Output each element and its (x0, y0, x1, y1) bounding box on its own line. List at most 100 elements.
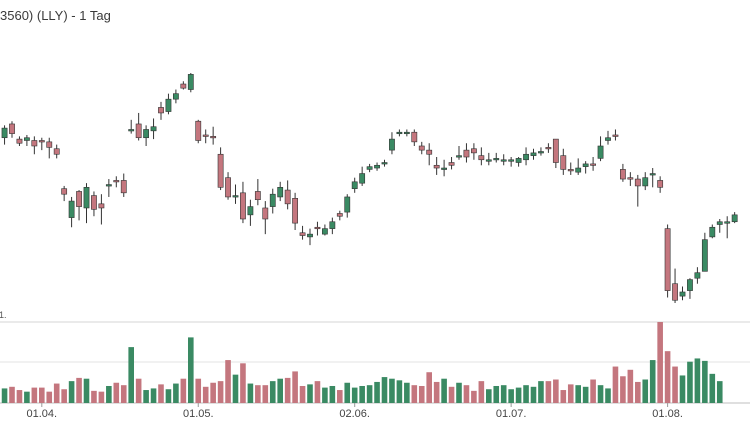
candle (344, 194, 351, 218)
volume-bar (441, 378, 447, 403)
volume-bar (314, 381, 321, 403)
volume-bar (657, 322, 663, 403)
candle-body-up (366, 166, 373, 170)
candle-body-up (1, 127, 8, 139)
volume-bar (255, 385, 261, 403)
volume-bar (597, 385, 604, 403)
candle (582, 161, 589, 174)
candle-body-down (61, 188, 68, 195)
candle (232, 184, 239, 204)
candle (731, 212, 738, 224)
candle (560, 148, 567, 175)
volume-bar (582, 386, 589, 403)
candle-body-up (508, 159, 515, 162)
volume-bar (433, 381, 440, 403)
candle-body-down (336, 213, 343, 217)
volume-bar (523, 385, 529, 403)
volume-bar (389, 378, 395, 403)
candle (38, 137, 45, 151)
candle (463, 143, 470, 163)
candle (411, 129, 418, 146)
volume-bar (344, 382, 351, 403)
candle (493, 152, 500, 163)
candle-body-down (180, 83, 187, 89)
candle-body-down (448, 162, 455, 166)
candle-body-down (225, 177, 231, 198)
candle (515, 157, 522, 167)
candles-layer (1, 73, 738, 303)
volume-bar (560, 390, 567, 403)
candle-body-down (202, 134, 209, 137)
volume-bar (39, 387, 45, 403)
x-tick-label: 02.06. (339, 408, 370, 420)
candle (46, 137, 53, 159)
candle-body-up (724, 221, 731, 224)
candle (53, 144, 60, 159)
candle-body-up (679, 291, 686, 297)
volume-bar (374, 381, 380, 403)
volume-bar (627, 369, 634, 403)
candle-body-down (210, 136, 217, 139)
candle-body-down (463, 149, 470, 158)
volume-bar (515, 387, 522, 403)
candle (307, 228, 313, 246)
volume-bar (225, 360, 231, 403)
candle (321, 224, 328, 236)
candle (418, 141, 425, 155)
price-panel-label: 1. (0, 310, 7, 320)
candle-body-up (493, 158, 500, 161)
candle (269, 188, 276, 214)
candle (173, 89, 179, 104)
candle-body-down (612, 134, 619, 137)
candle (277, 181, 284, 202)
volume-bar (188, 337, 194, 403)
candle (716, 218, 723, 233)
candle-body-down (76, 191, 82, 207)
candle (403, 129, 410, 137)
candle (76, 190, 82, 221)
candle-body-up (523, 153, 529, 161)
volume-bar (694, 358, 701, 403)
candle-body-down (98, 203, 105, 209)
candle-body-up (321, 228, 328, 235)
candle-body-down (254, 191, 261, 201)
volume-bar (158, 384, 164, 403)
volume-bar (530, 386, 537, 403)
candle (150, 118, 157, 140)
candle (31, 136, 38, 155)
volume-bar (426, 372, 432, 403)
candle (567, 162, 574, 175)
volume-bar (478, 381, 485, 403)
candle-body-up (515, 158, 522, 163)
volume-bar (337, 390, 343, 403)
candle-body-up (716, 221, 723, 225)
candle (225, 172, 231, 200)
candle (314, 221, 321, 236)
chart-title: 3560) (LLY) - 1 Tag (0, 8, 111, 23)
candle-body-down (299, 232, 306, 236)
candle (694, 267, 701, 284)
volume-bar (135, 378, 142, 403)
candle-body-down (627, 177, 634, 180)
candle-body-up (381, 162, 388, 165)
x-tick-label: 01.08. (652, 408, 683, 420)
volume-bar (649, 360, 656, 403)
volume-bar (500, 385, 507, 403)
candle-body-down (53, 148, 60, 155)
volume-bar (366, 385, 373, 403)
volume-bar (471, 390, 477, 403)
candle (9, 121, 15, 138)
volume-bar (351, 387, 358, 403)
candle-body-down (426, 149, 433, 155)
candle-body-down (158, 107, 164, 114)
candle-body-down (284, 189, 291, 205)
candle (195, 119, 202, 144)
x-tick-label: 01.07. (496, 408, 527, 420)
candle-body-up (23, 137, 30, 141)
candle-body-up (351, 181, 358, 189)
volume-bar (486, 389, 492, 403)
candle-body-up (173, 93, 179, 100)
candle-body-up (83, 187, 90, 209)
candle-body-up (649, 173, 656, 176)
volume-bar (98, 391, 105, 403)
